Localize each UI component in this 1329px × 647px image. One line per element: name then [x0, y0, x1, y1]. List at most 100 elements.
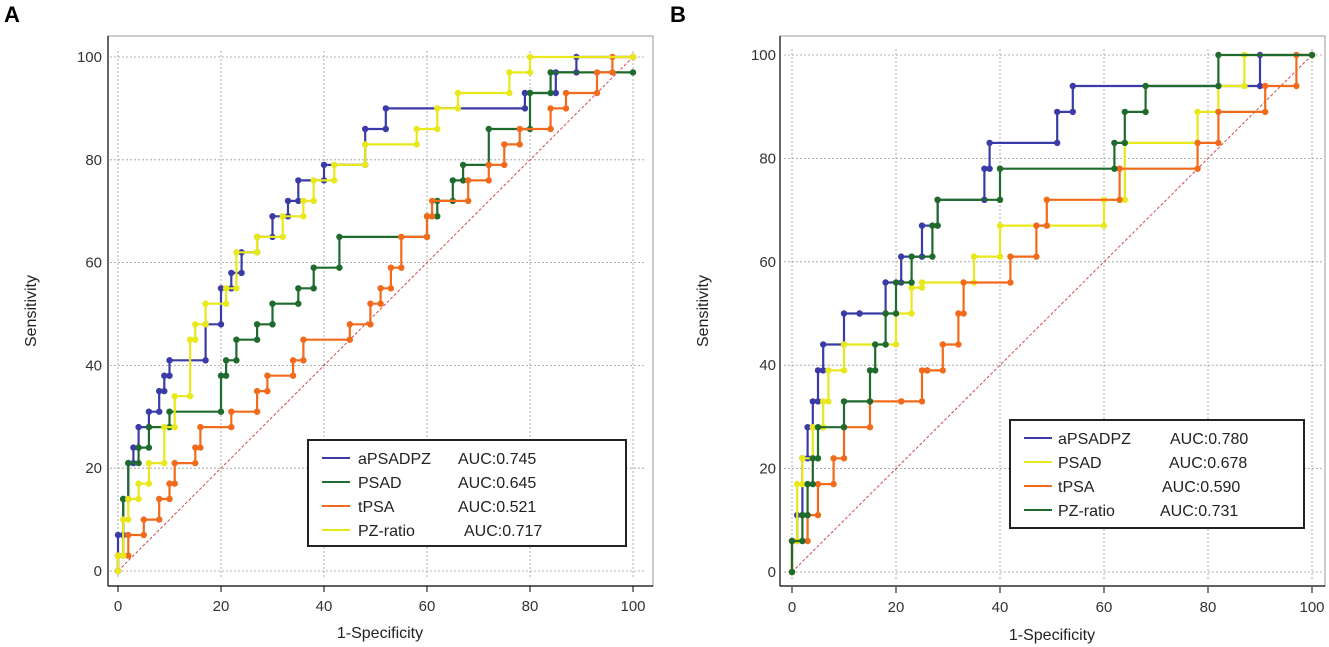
panel-b-ytick-label-2: 40: [759, 357, 776, 374]
panel-b-point-psad-7: [809, 424, 816, 431]
panel-a-point-pz-ratio-0: [114, 567, 122, 575]
panel-a-legend-auc-psad: AUC:0.645: [458, 475, 536, 492]
panel-a-point-psad-35: [459, 161, 467, 169]
panel-b-point-apsadpz-23: [918, 222, 926, 229]
panel-a: A 0 20 40 60 80 100 0 20 40 60 80 100 1-Specificity…: [4, 2, 654, 642]
panel-b-point-psad-29: [1194, 108, 1201, 116]
panel-a-point-tpsa-10: [171, 480, 178, 487]
panel-b-point-pz-ratio-29: [1111, 139, 1118, 147]
panel-b-xtick-label-1: 20: [888, 599, 905, 616]
panel-a-point-psad-42: [629, 69, 637, 76]
panel-b-point-tpsa-38: [1293, 82, 1300, 90]
panel-b-point-tpsa-5: [814, 480, 822, 488]
panel-a-point-psad-6: [135, 459, 142, 467]
panel-b-point-pz-ratio-22: [929, 253, 936, 260]
panel-a-point-pz-ratio-3: [120, 516, 127, 523]
panel-b-point-psad-23: [996, 222, 1004, 229]
panel-b-point-apsadpz-29: [986, 139, 993, 147]
panel-a-point-pz-ratio-21: [222, 285, 230, 292]
panel-b-point-pz-ratio-32: [1142, 108, 1149, 116]
panel-a-point-tpsa-6: [156, 516, 163, 523]
panel-a-point-psad-8: [145, 444, 153, 451]
panel-a-point-tpsa-49: [547, 105, 554, 112]
panel-b-legend-auc-pz-ratio: AUC:0.731: [1160, 503, 1238, 520]
panel-a-legend-name-apsadpz: aPSADPZ: [358, 451, 431, 468]
panel-b-legend-box: [1009, 419, 1305, 529]
panel-b-point-pz-ratio-1: [788, 537, 796, 545]
panel-a-point-pz-ratio-8: [145, 480, 153, 487]
panel-b-point-psad-21: [970, 253, 978, 260]
panel-b-point-apsadpz-12: [820, 367, 827, 374]
panel-a-point-tpsa-22: [289, 372, 297, 379]
panel-b-point-apsadpz-21: [898, 253, 905, 260]
panel-b-point-psad-24: [1100, 222, 1108, 229]
panel-b-point-psad-5: [799, 455, 806, 462]
panel-a-point-pz-ratio-10: [161, 459, 168, 467]
panel-a-point-tpsa-44: [501, 161, 508, 169]
panel-b-point-pz-ratio-4: [804, 511, 811, 519]
panel-a-point-pz-ratio-27: [279, 213, 286, 220]
panel-a-point-pz-ratio-39: [434, 105, 441, 112]
panel-a-point-tpsa-50: [562, 105, 570, 112]
panel-b-point-pz-ratio-20: [908, 279, 915, 286]
panel-b-point-pz-ratio-33: [1142, 82, 1149, 90]
panel-b-point-tpsa-20: [955, 341, 962, 348]
panel-b-point-pz-ratio-26: [996, 196, 1004, 203]
panel-b-xtick-label-3: 60: [1096, 599, 1113, 616]
panel-b-point-psad-9: [820, 398, 827, 405]
panel-a-xtick-label-0: 0: [114, 598, 122, 615]
panel-a-point-psad-13: [217, 372, 225, 379]
panel-a-point-psad-3: [120, 495, 127, 503]
panel-a-point-pz-ratio-22: [233, 285, 240, 292]
panel-a-point-psad-27: [336, 233, 343, 241]
panel-a-point-tpsa-12: [192, 459, 199, 467]
panel-a-point-pz-ratio-17: [192, 321, 199, 328]
panel-b-point-pz-ratio-23: [929, 222, 936, 229]
panel-b-point-pz-ratio-0: [788, 568, 796, 576]
panel-a-point-psad-5: [125, 459, 132, 467]
panel-b-point-apsadpz-32: [1069, 108, 1077, 116]
panel-b-point-pz-ratio-21: [908, 253, 915, 260]
panel-b-point-pz-ratio-8: [814, 455, 822, 462]
panel-a-point-psad-19: [253, 321, 261, 328]
panel-b-point-psad-10: [825, 398, 832, 405]
panel-a-legend: aPSADPZ AUC:0.745 PSAD AUC:0.645 tPSA AUC:0.5…: [307, 439, 627, 547]
panel-b-legend-name-tpsa: tPSA: [1058, 479, 1095, 496]
panel-a-point-pz-ratio-29: [300, 197, 307, 205]
panel-a-point-tpsa-37: [423, 213, 431, 220]
panel-b-point-tpsa-27: [1033, 222, 1040, 229]
panel-a-point-psad-30: [434, 213, 441, 220]
panel-a-point-tpsa-36: [423, 233, 431, 241]
panel-a-point-apsadpz-7: [130, 444, 137, 451]
panel-a-point-pz-ratio-20: [222, 300, 230, 307]
panel-b-legend-auc-apsadpz: AUC:0.780: [1170, 431, 1248, 448]
panel-b-point-pz-ratio-16: [882, 341, 889, 348]
panel-a-point-tpsa-42: [485, 177, 492, 184]
panel-b-xlabel: 1-Specificity: [1009, 627, 1095, 644]
panel-b-point-pz-ratio-24: [934, 222, 941, 229]
panel-b-point-tpsa-32: [1194, 165, 1201, 172]
panel-a-point-pz-ratio-18: [202, 321, 209, 328]
panel-b-point-tpsa-18: [939, 367, 946, 374]
panel-a-point-apsadpz-15: [161, 372, 168, 379]
panel-b-point-pz-ratio-35: [1215, 51, 1222, 59]
panel-b-point-psad-18: [918, 284, 926, 291]
panel-a-point-tpsa-54: [609, 69, 616, 76]
panel-a-point-apsadpz-13: [156, 387, 163, 395]
panel-a-series-tpsa: [114, 53, 637, 575]
panel-b-point-pz-ratio-12: [866, 398, 874, 405]
panel-a-point-tpsa-7: [156, 495, 163, 503]
panel-a-point-tpsa-40: [465, 197, 472, 205]
panel-b-point-psad-16: [908, 310, 915, 317]
panel-a-point-psad-33: [449, 177, 456, 184]
panel-a-point-tpsa-25: [300, 336, 307, 343]
panel-a-point-tpsa-3: [125, 531, 132, 539]
panel-b-legend: aPSADPZ AUC:0.780 PSAD AUC:0.678 tPSA AUC:0.5…: [1009, 419, 1305, 529]
panel-a-point-tpsa-45: [501, 141, 508, 148]
panel-b-point-tpsa-2: [804, 537, 811, 545]
panel-b-point-pz-ratio-19: [892, 279, 900, 286]
panel-b-legend-auc-tpsa: AUC:0.590: [1162, 479, 1240, 496]
panel-b-point-psad-14: [892, 341, 900, 348]
panel-b-point-psad-4: [799, 480, 806, 488]
panel-a-point-psad-14: [222, 372, 230, 379]
